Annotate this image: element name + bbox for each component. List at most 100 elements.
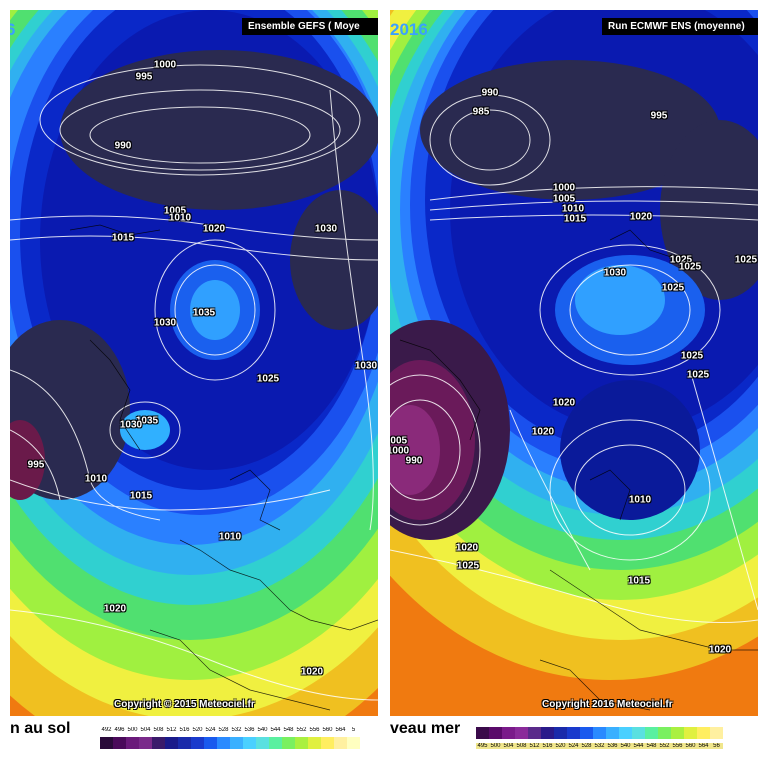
- scale-value: 520: [554, 743, 567, 749]
- scale-swatch: [554, 727, 567, 739]
- scale-value: 508: [515, 743, 528, 749]
- scale-swatch: [606, 727, 619, 739]
- isobar-label: 985: [472, 106, 490, 118]
- isobar-label: 1015: [111, 232, 135, 244]
- scale-value: 496: [114, 727, 125, 733]
- scale-value: 512: [166, 727, 177, 733]
- scale-swatch: [139, 737, 152, 749]
- scale-value: 512: [528, 743, 541, 749]
- scale-value: 492: [101, 727, 112, 733]
- scale-swatch: [165, 737, 178, 749]
- scale-value: 524: [205, 727, 216, 733]
- isobar-label: 1020: [708, 644, 732, 656]
- scale-swatch: [178, 737, 191, 749]
- scale-swatch: [282, 737, 295, 749]
- scale-value: 516: [179, 727, 190, 733]
- caption-left: n au sol: [10, 720, 71, 737]
- scale-swatch: [567, 727, 580, 739]
- scale-swatch: [645, 727, 658, 739]
- scale-swatch: [217, 737, 230, 749]
- isobar-label: 1010: [628, 494, 652, 506]
- scale-value: 56: [710, 743, 723, 749]
- map-panel-gefs: 6 Ensemble GEFS ( Moye 1000 995 990 1005…: [10, 10, 378, 716]
- isobar-label: 1005: [390, 435, 408, 447]
- scale-swatch: [334, 737, 347, 749]
- copyright-text: Copyright © 2015 Meteociel.fr: [114, 699, 255, 710]
- isobar-label: 1000: [153, 59, 177, 71]
- scale-value: 552: [658, 743, 671, 749]
- isobar-label: 1025: [686, 369, 710, 381]
- isobar-label: 1010: [561, 203, 585, 215]
- color-scale-values-right: 495 500 504 508 512 516 520 524 528 532 536 540 544 5…: [476, 743, 723, 749]
- isobar-label: 1020: [629, 211, 653, 223]
- isobar-label: 1020: [455, 542, 479, 554]
- isobar-label: 1020: [300, 666, 324, 678]
- run-year: 6: [10, 20, 16, 39]
- scale-swatch: [515, 727, 528, 739]
- scale-swatch: [684, 727, 697, 739]
- scale-swatch: [295, 737, 308, 749]
- scale-value: 495: [476, 743, 489, 749]
- scale-value: 552: [296, 727, 307, 733]
- isobar-label: 1000: [552, 182, 576, 194]
- scale-swatch: [697, 727, 710, 739]
- copyright-text: Copyright 2016 Meteociel.fr: [542, 699, 673, 710]
- scale-value: 504: [502, 743, 515, 749]
- isobar-label: 995: [650, 110, 668, 122]
- scale-swatch: [580, 727, 593, 739]
- color-scale-left: [100, 737, 360, 749]
- isobar-label: 1025: [678, 261, 702, 273]
- scale-value: 524: [567, 743, 580, 749]
- geopotential-map-right: [390, 10, 758, 716]
- model-header: Ensemble GEFS ( Moye: [242, 18, 378, 35]
- scale-value: 544: [632, 743, 645, 749]
- scale-value: 556: [309, 727, 320, 733]
- scale-swatch: [113, 737, 126, 749]
- isobar-label: 1000: [390, 445, 410, 457]
- scale-value: 536: [606, 743, 619, 749]
- caption-right: veau mer: [390, 720, 461, 737]
- isobar-label: 1020: [531, 426, 555, 438]
- scale-swatch: [152, 737, 165, 749]
- scale-swatch: [502, 727, 515, 739]
- isobar-label: 995: [135, 71, 153, 83]
- isobar-label: 1030: [119, 419, 143, 431]
- scale-swatch: [541, 727, 554, 739]
- isobar-label: 1020: [552, 397, 576, 409]
- isobar-label: 1025: [680, 350, 704, 362]
- scale-value: 516: [541, 743, 554, 749]
- scale-value: 5: [351, 727, 356, 733]
- scale-value: 564: [697, 743, 710, 749]
- scale-swatch: [476, 727, 489, 739]
- map-panel-ecmwf: 2016 Run ECMWF ENS (moyenne) 990 985 995…: [390, 10, 758, 716]
- isobar-label: 990: [481, 87, 499, 99]
- scale-swatch: [528, 727, 541, 739]
- scale-value: 500: [127, 727, 138, 733]
- isobar-label: 1005: [163, 205, 187, 217]
- scale-value: 540: [619, 743, 632, 749]
- scale-swatch: [204, 737, 217, 749]
- scale-value: 532: [231, 727, 242, 733]
- isobar-label: 1030: [153, 317, 177, 329]
- scale-swatch: [619, 727, 632, 739]
- scale-value: 536: [244, 727, 255, 733]
- isobar-label: 1010: [168, 212, 192, 224]
- scale-value: 564: [335, 727, 346, 733]
- scale-value: 532: [593, 743, 606, 749]
- isobar-label: 1035: [135, 415, 159, 427]
- scale-value: 560: [684, 743, 697, 749]
- isobar-label: 990: [114, 140, 132, 152]
- scale-swatch: [126, 737, 139, 749]
- scale-swatch: [321, 737, 334, 749]
- scale-swatch: [269, 737, 282, 749]
- scale-value: 528: [218, 727, 229, 733]
- isobar-label: 1005: [552, 193, 576, 205]
- scale-value: 548: [645, 743, 658, 749]
- isobar-label: 1035: [192, 307, 216, 319]
- isobar-label: 990: [405, 455, 423, 467]
- isobar-label: 1030: [354, 360, 378, 372]
- scale-value: 560: [322, 727, 333, 733]
- isobar-label: 1025: [256, 373, 280, 385]
- scale-value: 556: [671, 743, 684, 749]
- color-scale-values-left: 492 496 500 504 508 512 516 520 524 528 532 536 540 5…: [100, 727, 360, 733]
